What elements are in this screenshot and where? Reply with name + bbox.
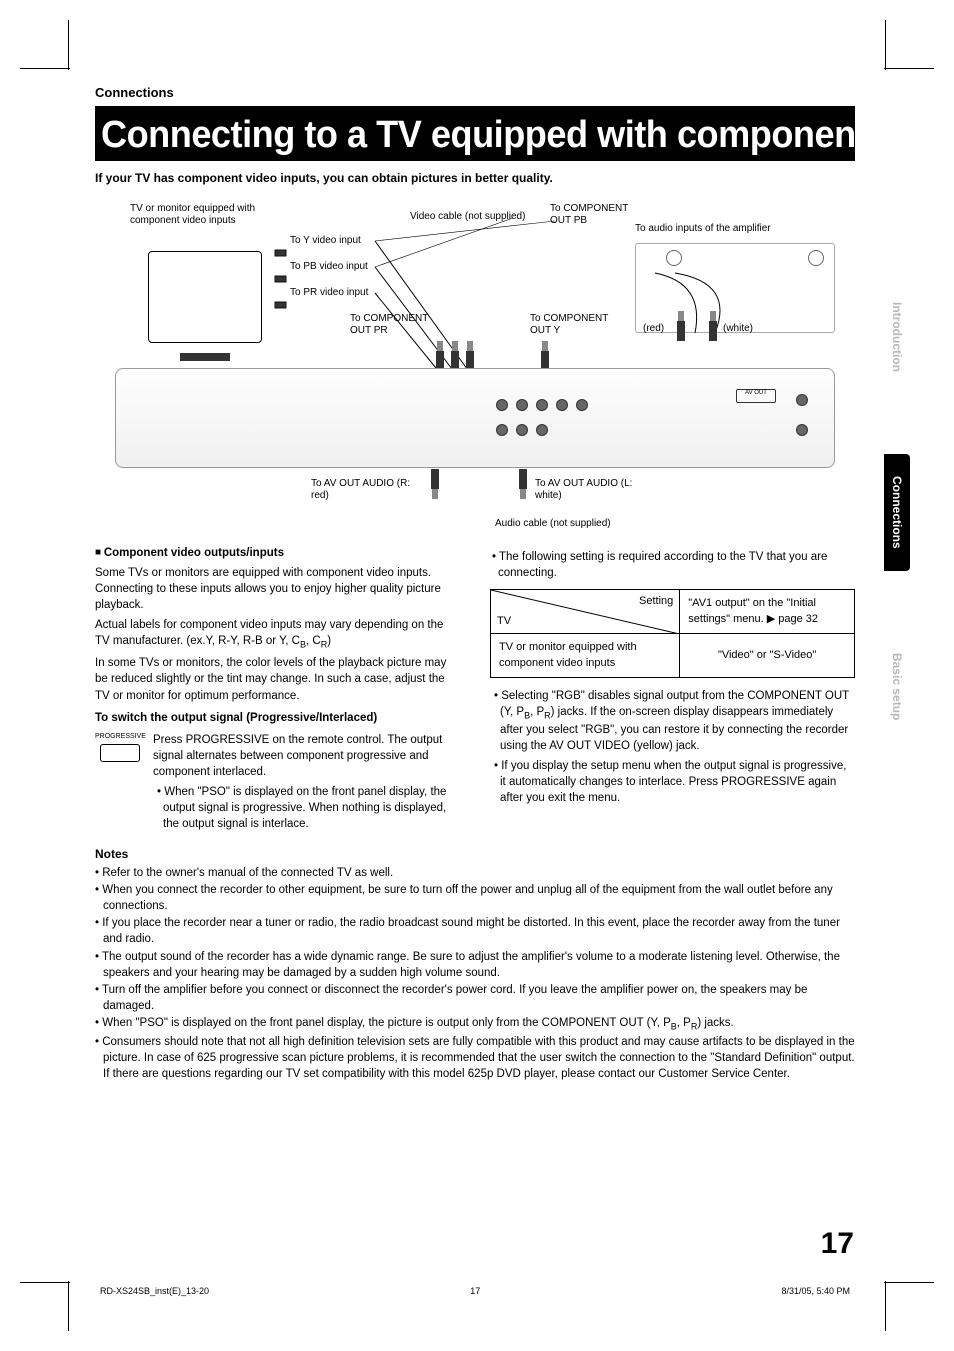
tv-illustration xyxy=(140,243,270,363)
intro-text: If your TV has component video inputs, y… xyxy=(95,171,855,185)
tab-basic-setup[interactable]: Basic setup xyxy=(884,631,910,742)
component-p2: Actual labels for component video inputs… xyxy=(95,617,460,651)
note-5: Turn off the amplifier before you connec… xyxy=(95,982,855,1014)
footer-file: RD-XS24SB_inst(E)_13-20 xyxy=(100,1286,209,1296)
note-7: Consumers should note that not all high … xyxy=(95,1034,855,1082)
crop-mark xyxy=(885,1281,886,1331)
table-setting-label: Setting xyxy=(639,594,673,609)
settings-table: TV Setting "AV1 output" on the "Initial … xyxy=(490,589,855,678)
section-label: Connections xyxy=(95,85,855,102)
page-content: Connections Connecting to a TV equipped … xyxy=(95,85,855,1083)
table-r1c1: TV or monitor equipped with component vi… xyxy=(491,634,680,678)
tab-connections[interactable]: Connections xyxy=(884,454,910,571)
table-r1c2: "Video" or "S-Video" xyxy=(680,634,855,678)
plug-icon xyxy=(275,250,287,257)
right-b1: Selecting "RGB" disables signal output f… xyxy=(490,688,855,754)
to-comp-y-label: To COMPONENT OUT Y xyxy=(530,313,620,337)
note-6: When "PSO" is displayed on the front pan… xyxy=(95,1015,855,1033)
white-label: (white) xyxy=(723,323,753,335)
audio-cable-label: Audio cable (not supplied) xyxy=(495,518,611,530)
crop-mark xyxy=(68,1281,69,1331)
side-tabs: Introduction Connections Basic setup xyxy=(884,280,924,746)
to-pr-label: To PR video input xyxy=(290,287,368,299)
page-title: Connecting to a TV equipped with compone… xyxy=(101,114,812,157)
connection-diagram: TV or monitor equipped with component vi… xyxy=(95,203,855,533)
plug-icon xyxy=(677,321,685,341)
av-l-label: To AV OUT AUDIO (L: white) xyxy=(535,478,645,502)
notes-heading: Notes xyxy=(95,846,855,863)
right-b2: If you display the setup menu when the o… xyxy=(490,758,855,806)
av-r-label: To AV OUT AUDIO (R: red) xyxy=(311,478,421,502)
recorder-illustration: AV OUT xyxy=(115,368,835,468)
plug-icon xyxy=(519,469,527,489)
notes-section: Notes Refer to the owner's manual of the… xyxy=(95,846,855,1082)
crop-mark xyxy=(884,1282,934,1283)
switch-bullet1: When "PSO" is displayed on the front pan… xyxy=(153,784,460,832)
note-3: If you place the recorder near a tuner o… xyxy=(95,915,855,947)
footer: RD-XS24SB_inst(E)_13-20 17 8/31/05, 5:40… xyxy=(100,1286,850,1296)
progressive-button-label: PROGRESSIVE xyxy=(95,733,146,740)
page-number: 17 xyxy=(821,1227,854,1261)
plug-icon xyxy=(275,302,287,309)
tab-introduction[interactable]: Introduction xyxy=(884,280,910,394)
component-p3: In some TVs or monitors, the color level… xyxy=(95,655,460,703)
video-cable-label: Video cable (not supplied) xyxy=(410,211,525,223)
table-head-right: "AV1 output" on the "Initial settings" m… xyxy=(680,590,855,634)
crop-mark xyxy=(20,68,70,69)
progressive-button-graphic: PROGRESSIVE xyxy=(95,732,145,837)
switch-heading: To switch the output signal (Progressive… xyxy=(95,710,460,726)
component-heading: Component video outputs/inputs xyxy=(95,545,460,561)
crop-mark xyxy=(885,20,886,70)
footer-page: 17 xyxy=(470,1286,520,1296)
to-y-label: To Y video input xyxy=(290,235,361,247)
note-4: The output sound of the recorder has a w… xyxy=(95,949,855,981)
component-p1: Some TVs or monitors are equipped with c… xyxy=(95,565,460,613)
red-label: (red) xyxy=(643,323,664,335)
right-intro: The following setting is required accord… xyxy=(490,549,855,581)
crop-mark xyxy=(68,20,69,70)
to-comp-pb-label: To COMPONENT OUT PB xyxy=(550,203,640,227)
left-column: Component video outputs/inputs Some TVs … xyxy=(95,545,460,836)
to-comp-pr-label: To COMPONENT OUT PR xyxy=(350,313,440,337)
right-column: The following setting is required accord… xyxy=(490,545,855,836)
to-pb-label: To PB video input xyxy=(290,261,368,273)
plug-icon xyxy=(709,321,717,341)
plug-icon xyxy=(431,469,439,489)
footer-date: 8/31/05, 5:40 PM xyxy=(781,1286,850,1296)
crop-mark xyxy=(20,1282,70,1283)
note-2: When you connect the recorder to other e… xyxy=(95,882,855,914)
amplifier-illustration xyxy=(635,243,835,333)
to-amp-label: To audio inputs of the amplifier xyxy=(635,223,771,235)
switch-p1: Press PROGRESSIVE on the remote control.… xyxy=(153,732,460,780)
title-bar: Connecting to a TV equipped with compone… xyxy=(95,109,855,161)
table-tv-label: TV xyxy=(497,614,511,629)
plug-icon xyxy=(275,276,287,283)
tv-caption: TV or monitor equipped with component vi… xyxy=(130,203,280,227)
crop-mark xyxy=(884,68,934,69)
note-1: Refer to the owner's manual of the conne… xyxy=(95,865,855,881)
